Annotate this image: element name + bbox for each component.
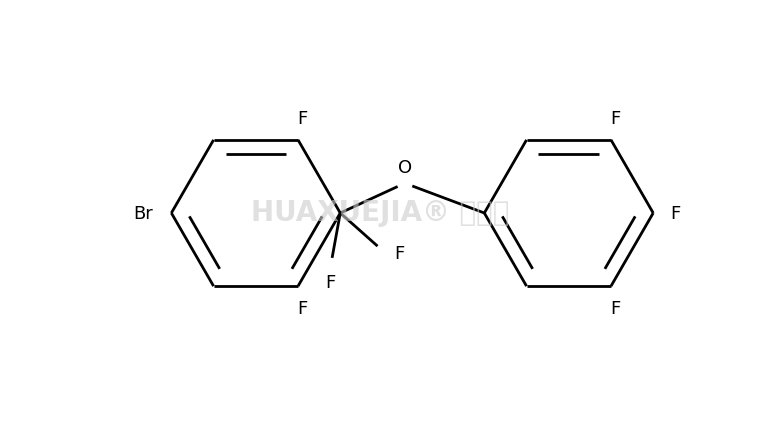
- Text: F: F: [394, 244, 404, 262]
- Text: F: F: [325, 273, 335, 291]
- Text: F: F: [297, 299, 307, 317]
- Text: O: O: [397, 159, 412, 177]
- Text: F: F: [670, 204, 680, 222]
- Text: F: F: [610, 299, 620, 317]
- Text: F: F: [610, 110, 620, 128]
- Text: HUAXUEJIA® 化学加: HUAXUEJIA® 化学加: [251, 199, 509, 227]
- Text: F: F: [297, 110, 307, 128]
- Text: Br: Br: [134, 204, 154, 222]
